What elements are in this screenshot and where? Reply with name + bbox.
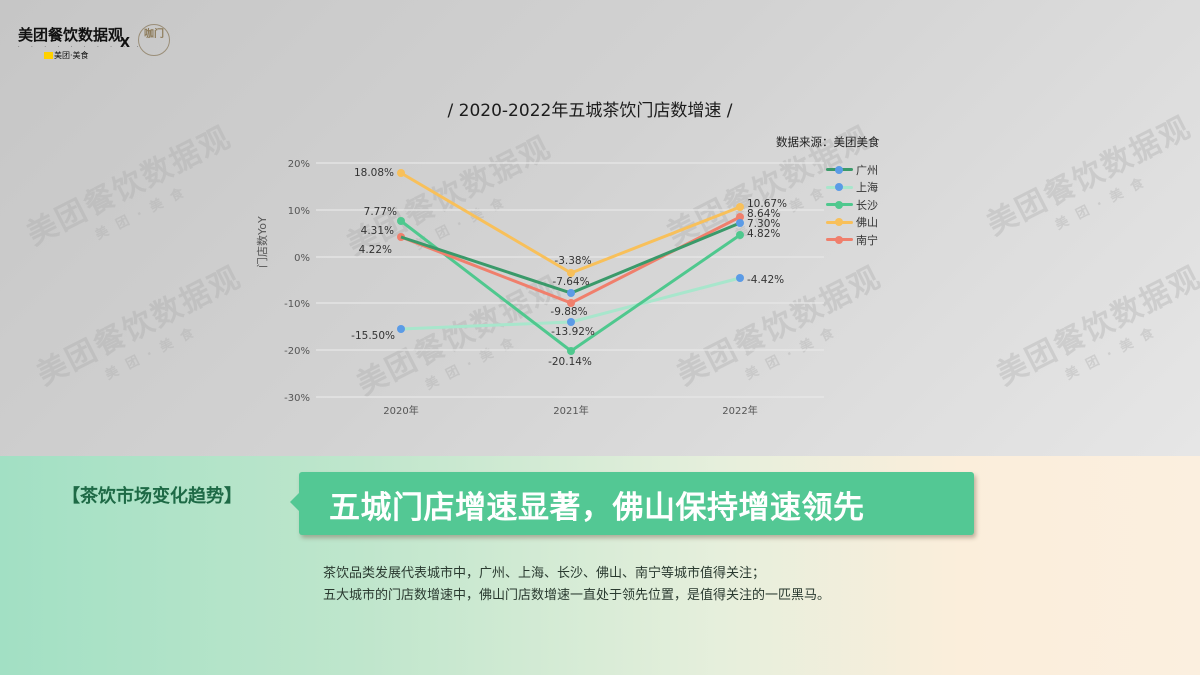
chart-title: / 2020-2022年五城茶饮门店数增速 / [447,101,733,121]
meituan-data-logo: 美团餐饮数据观 · · · · · · · · · · 美团·美食 [18,26,144,60]
svg-text:-20.14%: -20.14% [548,356,592,368]
legend-swatch-icon [826,217,853,227]
svg-text:18.08%: 18.08% [354,167,394,179]
legend-item-nanning[interactable]: 南宁 [826,231,878,249]
chart-legend: 广州 上海 长沙 佛山 南宁 [826,161,878,249]
chart-panel: 美团餐饮数据观 美团·美食 美团餐饮数据观 美团·美食 美团餐饮数据观 美团·美食 美… [0,0,1200,456]
legend-swatch-icon [826,165,853,175]
headline: 五城门店增速显著，佛山保持增速领先 [329,490,865,526]
svg-text:4.31%: 4.31% [361,225,394,237]
collab-x: X [120,36,131,51]
x-axis-ticks: 2020年 2021年 2022年 [383,404,757,417]
svg-text:-9.88%: -9.88% [550,306,587,318]
legend-item-shanghai[interactable]: 上海 [826,179,878,197]
svg-text:10.67%: 10.67% [747,198,787,210]
line-chart: 20% 10% 0% -10% -20% -30% 2020年 2021年 20… [284,159,824,417]
series-changsha [397,217,744,355]
data-source: 数据来源：美团美食 [776,135,880,149]
legend-swatch-icon [826,182,853,192]
svg-text:-15.50%: -15.50% [351,330,395,342]
partner-logo: 咖门 [138,24,170,56]
legend-item-guangzhou[interactable]: 广州 [826,161,878,179]
meituan-badge-icon [44,52,53,59]
svg-text:-10%: -10% [284,299,310,310]
data-labels: 18.08% 7.77% 4.31% 4.22% -15.50% -3.38% … [351,167,787,368]
y-axis-ticks: 20% 10% 0% -10% -20% -30% [284,159,310,404]
svg-text:20%: 20% [288,159,310,170]
description-line-1: 茶饮品类发展代表城市中，广州、上海、长沙、佛山、南宁等城市值得关注； [323,566,766,581]
legend-item-foshan[interactable]: 佛山 [826,214,878,232]
svg-text:-7.64%: -7.64% [552,276,589,288]
svg-text:2022年: 2022年 [722,404,757,417]
svg-text:7.30%: 7.30% [747,218,780,230]
svg-text:-13.92%: -13.92% [551,326,595,338]
series-guangzhou [400,219,744,297]
svg-text:0%: 0% [294,253,310,264]
svg-text:-20%: -20% [284,346,310,357]
description-line-2: 五大城市的门店数增速中，佛山门店数增速一直处于领先位置，是值得关注的一匹黑马。 [323,588,831,603]
svg-text:2020年: 2020年 [383,404,418,417]
headline-callout: 五城门店增速显著，佛山保持增速领先 [290,472,974,535]
svg-text:-3.38%: -3.38% [554,255,591,267]
svg-text:7.77%: 7.77% [364,206,397,218]
svg-text:10%: 10% [288,206,310,217]
legend-swatch-icon [826,235,853,245]
series-foshan [397,169,744,277]
svg-text:2021年: 2021年 [553,404,588,417]
legend-item-changsha[interactable]: 长沙 [826,196,878,214]
description: 茶饮品类发展代表城市中，广州、上海、长沙、佛山、南宁等城市值得关注； 五大城市的… [323,563,830,607]
svg-text:4.22%: 4.22% [359,244,392,256]
svg-text:-4.42%: -4.42% [747,274,784,286]
series-shanghai [397,274,744,333]
svg-text:4.82%: 4.82% [747,228,780,240]
svg-text:-30%: -30% [284,393,310,404]
svg-text:8.64%: 8.64% [747,208,780,220]
legend-swatch-icon [826,200,853,210]
section-tag: 【茶饮市场变化趋势】 [62,486,242,507]
